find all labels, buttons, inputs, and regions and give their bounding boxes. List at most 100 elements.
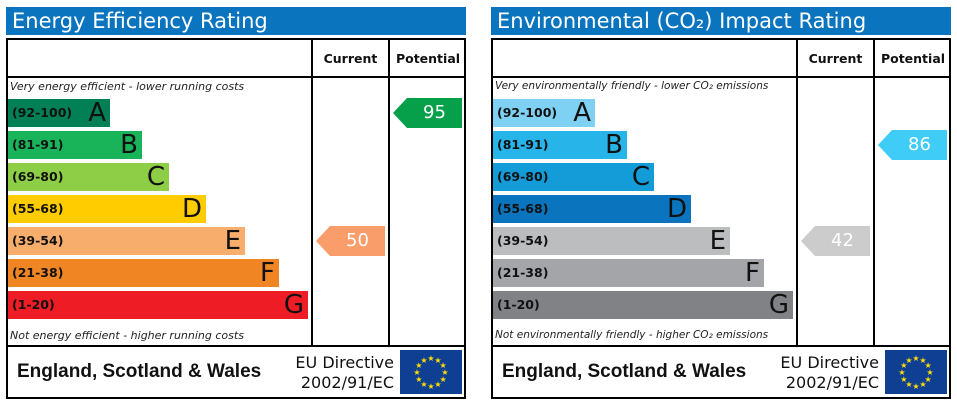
band-letter: F <box>260 258 275 288</box>
band-range: (92-100) <box>497 105 558 120</box>
svg-text:★: ★ <box>900 361 907 370</box>
current-rating-arrow: 42 <box>801 226 870 256</box>
band-range: (92-100) <box>12 105 73 120</box>
svg-text:★: ★ <box>427 354 434 363</box>
directive-line2: 2002/91/EC <box>300 373 394 392</box>
band-range: (55-68) <box>497 201 549 216</box>
column-divider <box>311 40 313 345</box>
band-range: (1-20) <box>12 297 55 312</box>
band-letter: B <box>605 130 623 160</box>
band-b: (81-91) B <box>8 130 142 160</box>
svg-text:★: ★ <box>919 356 926 365</box>
footer: England, Scotland & Wales EU Directive 2… <box>8 345 464 397</box>
svg-text:★: ★ <box>415 375 422 384</box>
band-range: (69-80) <box>497 169 549 184</box>
eu-directive: EU Directive 2002/91/EC <box>295 353 394 393</box>
svg-text:★: ★ <box>898 368 905 377</box>
table-header-row <box>8 40 464 78</box>
directive-line2: 2002/91/EC <box>785 373 879 392</box>
band-letter: E <box>709 226 726 256</box>
band-g: (1-20) G <box>8 290 308 320</box>
svg-text:★: ★ <box>434 380 441 389</box>
svg-text:★: ★ <box>905 380 912 389</box>
eu-directive: EU Directive 2002/91/EC <box>780 353 879 393</box>
current-rating-arrow: 50 <box>316 226 385 256</box>
band-letter: C <box>631 162 650 192</box>
band-letter: F <box>745 258 760 288</box>
potential-rating-value: 86 <box>908 134 931 155</box>
region-label: England, Scotland & Wales <box>502 361 747 382</box>
potential-rating-value: 95 <box>423 102 446 123</box>
top-caption: Very environmentally friendly - lower CO… <box>495 80 769 92</box>
svg-text:★: ★ <box>413 368 420 377</box>
band-letter: A <box>88 98 106 128</box>
band-letter: A <box>573 98 591 128</box>
panel-title: Environmental (CO₂) Impact Rating <box>491 7 951 35</box>
band-f: (21-38) F <box>493 258 764 288</box>
band-range: (21-38) <box>12 265 64 280</box>
svg-text:★: ★ <box>912 382 919 391</box>
band-range: (39-54) <box>12 233 64 248</box>
band-c: (69-80) C <box>8 162 169 192</box>
eu-flag-icon: ★ ★ ★ ★ ★ ★ ★ ★ ★ ★ ★ ★ <box>885 350 947 394</box>
band-letter: G <box>283 290 304 320</box>
table-header-row <box>493 40 949 78</box>
band-letter: E <box>224 226 241 256</box>
svg-text:★: ★ <box>912 354 919 363</box>
bottom-caption: Not environmentally friendly - higher CO… <box>495 329 769 341</box>
band-letter: C <box>146 162 165 192</box>
band-range: (39-54) <box>497 233 549 248</box>
band-letter: D <box>666 194 687 224</box>
svg-text:★: ★ <box>415 361 422 370</box>
column-header-potential: Potential <box>880 51 946 66</box>
svg-text:★: ★ <box>427 382 434 391</box>
svg-text:★: ★ <box>925 361 932 370</box>
band-d: (55-68) D <box>8 194 206 224</box>
column-divider <box>388 40 390 345</box>
column-header-current: Current <box>808 51 863 66</box>
potential-rating-arrow: 95 <box>393 98 462 128</box>
eu-flag-icon: ★ ★ ★ ★ ★ ★ ★ ★ ★ ★ ★ ★ <box>400 350 462 394</box>
band-range: (21-38) <box>497 265 549 280</box>
potential-rating-arrow: 86 <box>878 130 947 160</box>
top-caption: Very energy efficient - lower running co… <box>10 80 245 93</box>
band-b: (81-91) B <box>493 130 627 160</box>
band-a: (92-100) A <box>493 98 595 128</box>
band-range: (69-80) <box>12 169 64 184</box>
rating-table: Current Potential Very energy efficient … <box>6 38 466 399</box>
svg-text:★: ★ <box>900 375 907 384</box>
footer: England, Scotland & Wales EU Directive 2… <box>493 345 949 397</box>
svg-text:★: ★ <box>434 356 441 365</box>
column-header-current: Current <box>323 51 378 66</box>
environmental-impact-panel: Environmental (CO₂) Impact Rating Curren… <box>491 0 953 404</box>
band-a: (92-100) A <box>8 98 110 128</box>
band-letter: G <box>768 290 789 320</box>
column-header-potential: Potential <box>395 51 461 66</box>
svg-text:★: ★ <box>926 368 933 377</box>
svg-text:★: ★ <box>420 356 427 365</box>
band-range: (81-91) <box>497 137 549 152</box>
band-letter: B <box>120 130 138 160</box>
band-g: (1-20) G <box>493 290 793 320</box>
band-range: (1-20) <box>497 297 540 312</box>
current-rating-value: 42 <box>831 230 854 251</box>
svg-text:★: ★ <box>441 368 448 377</box>
svg-text:★: ★ <box>420 380 427 389</box>
svg-text:★: ★ <box>440 375 447 384</box>
band-f: (21-38) F <box>8 258 279 288</box>
panel-title: Energy Efficiency Rating <box>6 7 466 35</box>
band-range: (55-68) <box>12 201 64 216</box>
rating-table: Current Potential Very environmentally f… <box>491 38 951 399</box>
band-range: (81-91) <box>12 137 64 152</box>
energy-efficiency-panel: Energy Efficiency Rating Current Potenti… <box>6 0 468 404</box>
directive-line1: EU Directive <box>780 353 879 372</box>
bottom-caption: Not energy efficient - higher running co… <box>10 329 244 342</box>
column-divider <box>873 40 875 345</box>
region-label: England, Scotland & Wales <box>17 361 262 382</box>
band-e: (39-54) E <box>493 226 730 256</box>
svg-text:★: ★ <box>440 361 447 370</box>
band-d: (55-68) D <box>493 194 691 224</box>
svg-text:★: ★ <box>925 375 932 384</box>
band-c: (69-80) C <box>493 162 654 192</box>
directive-line1: EU Directive <box>295 353 394 372</box>
